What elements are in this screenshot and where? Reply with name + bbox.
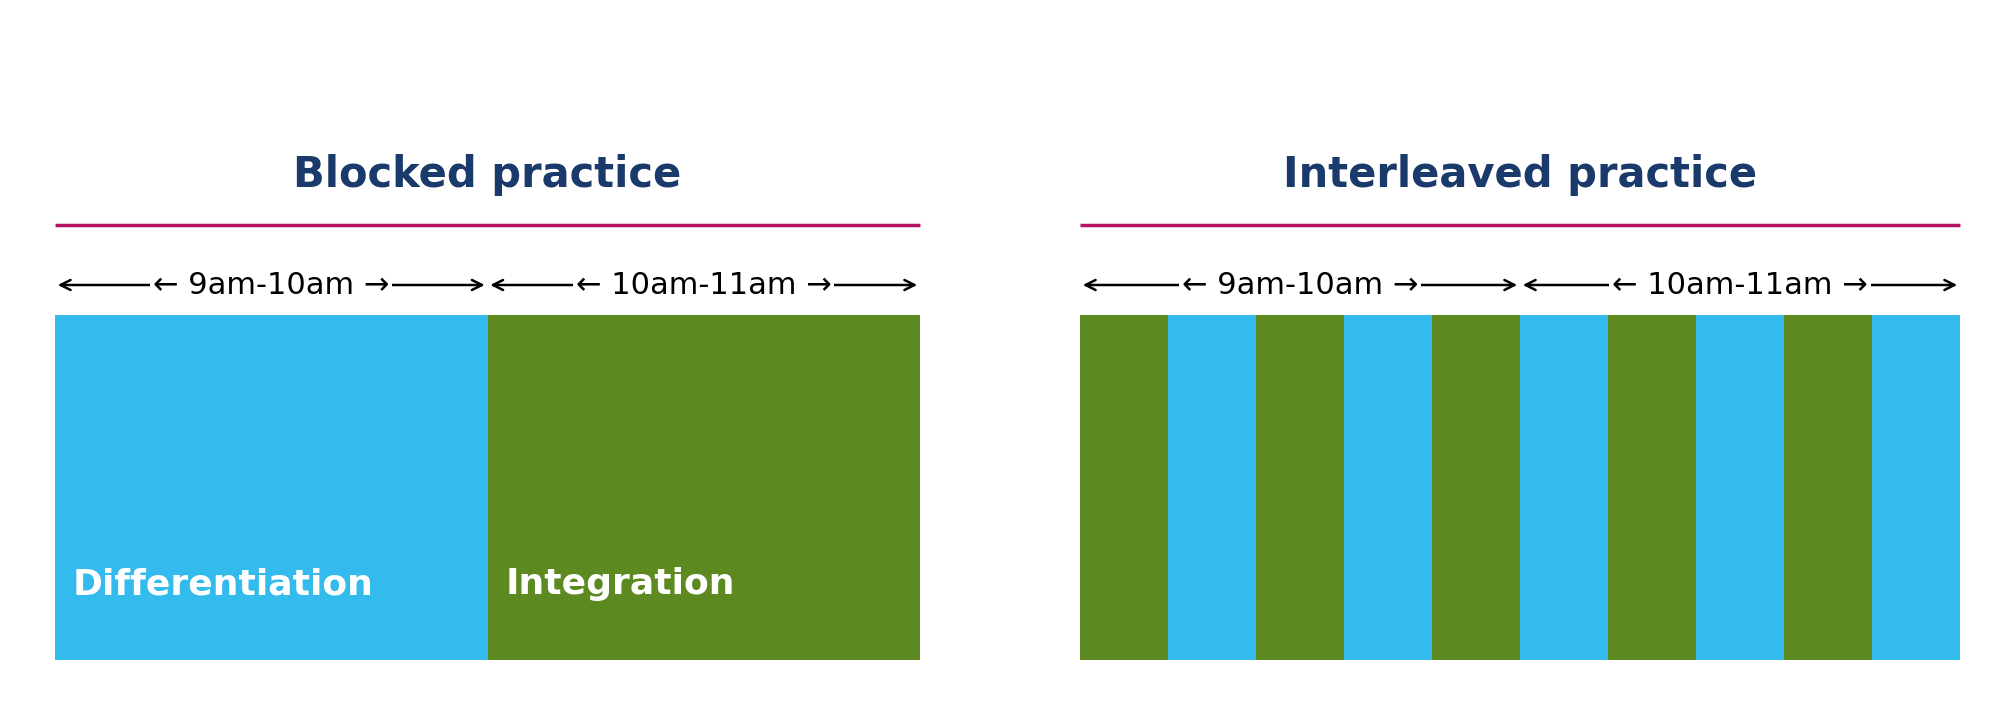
Bar: [1520, 315, 1608, 660]
Bar: [1344, 315, 1432, 660]
Bar: [1608, 315, 1696, 660]
Bar: [488, 315, 920, 660]
Bar: [1256, 315, 1344, 660]
Text: ← 10am-11am →: ← 10am-11am →: [576, 270, 832, 299]
Bar: [1784, 315, 1872, 660]
Text: ← 10am-11am →: ← 10am-11am →: [1612, 270, 1868, 299]
Text: Integration: Integration: [506, 567, 736, 601]
Text: ← 9am-10am →: ← 9am-10am →: [154, 270, 390, 299]
Bar: [1696, 315, 1784, 660]
Bar: [1080, 315, 1168, 660]
Text: Differentiation: Differentiation: [72, 567, 374, 601]
Bar: [1432, 315, 1520, 660]
Bar: [1872, 315, 1960, 660]
Text: Blocked practice: Blocked practice: [294, 154, 682, 196]
Bar: [56, 315, 488, 660]
Bar: [1168, 315, 1256, 660]
Text: ← 9am-10am →: ← 9am-10am →: [1182, 270, 1418, 299]
Text: Interleaved practice: Interleaved practice: [1282, 154, 1758, 196]
